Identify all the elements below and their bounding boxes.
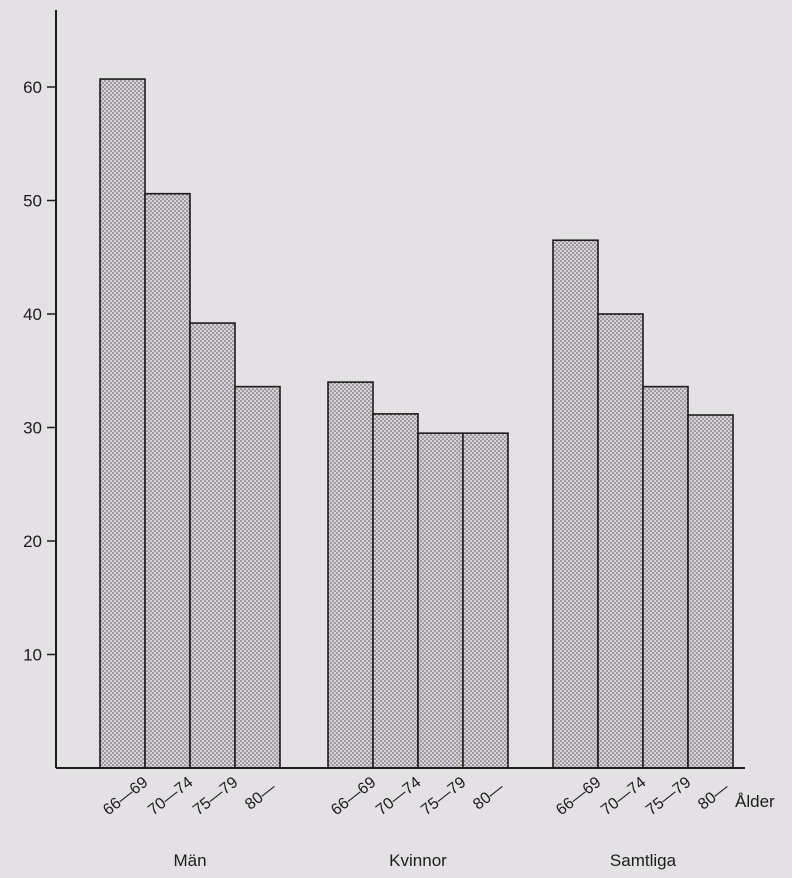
- x-axis-title: Ålder: [735, 792, 775, 811]
- bar: [144, 192, 191, 769]
- category-label: 70—74: [373, 774, 424, 819]
- group-label: Kvinnor: [389, 851, 447, 870]
- bar: [327, 381, 374, 769]
- category-label: 75—79: [190, 774, 241, 819]
- bar: [687, 414, 734, 769]
- bar: [597, 313, 644, 769]
- category-label: 66—69: [553, 774, 604, 819]
- category-label: 70—74: [598, 774, 649, 819]
- category-label: 66—69: [100, 774, 151, 819]
- category-label: 75—79: [643, 774, 694, 819]
- y-tick-label: 60: [23, 78, 42, 97]
- group-label: Samtliga: [610, 851, 677, 870]
- bars-layer: [99, 78, 734, 769]
- category-label: 75—79: [418, 774, 469, 819]
- bar: [552, 239, 599, 769]
- category-label: 80—: [242, 779, 279, 813]
- y-tick-label: 10: [23, 646, 42, 665]
- bar: [234, 385, 281, 769]
- bar: [462, 432, 509, 769]
- category-label: 80—: [470, 779, 507, 813]
- group-label: Män: [173, 851, 206, 870]
- bar: [642, 385, 689, 769]
- y-tick-label: 30: [23, 419, 42, 438]
- axes-layer: [55, 10, 745, 769]
- bar: [372, 413, 419, 769]
- category-label: 66—69: [328, 774, 379, 819]
- y-tick-label: 20: [23, 532, 42, 551]
- y-tick-label: 40: [23, 305, 42, 324]
- bar: [189, 322, 236, 769]
- category-label: 70—74: [145, 774, 196, 819]
- bar: [417, 432, 464, 769]
- category-label: 80—: [695, 779, 732, 813]
- y-tick-label: 50: [23, 192, 42, 211]
- bar: [99, 78, 146, 769]
